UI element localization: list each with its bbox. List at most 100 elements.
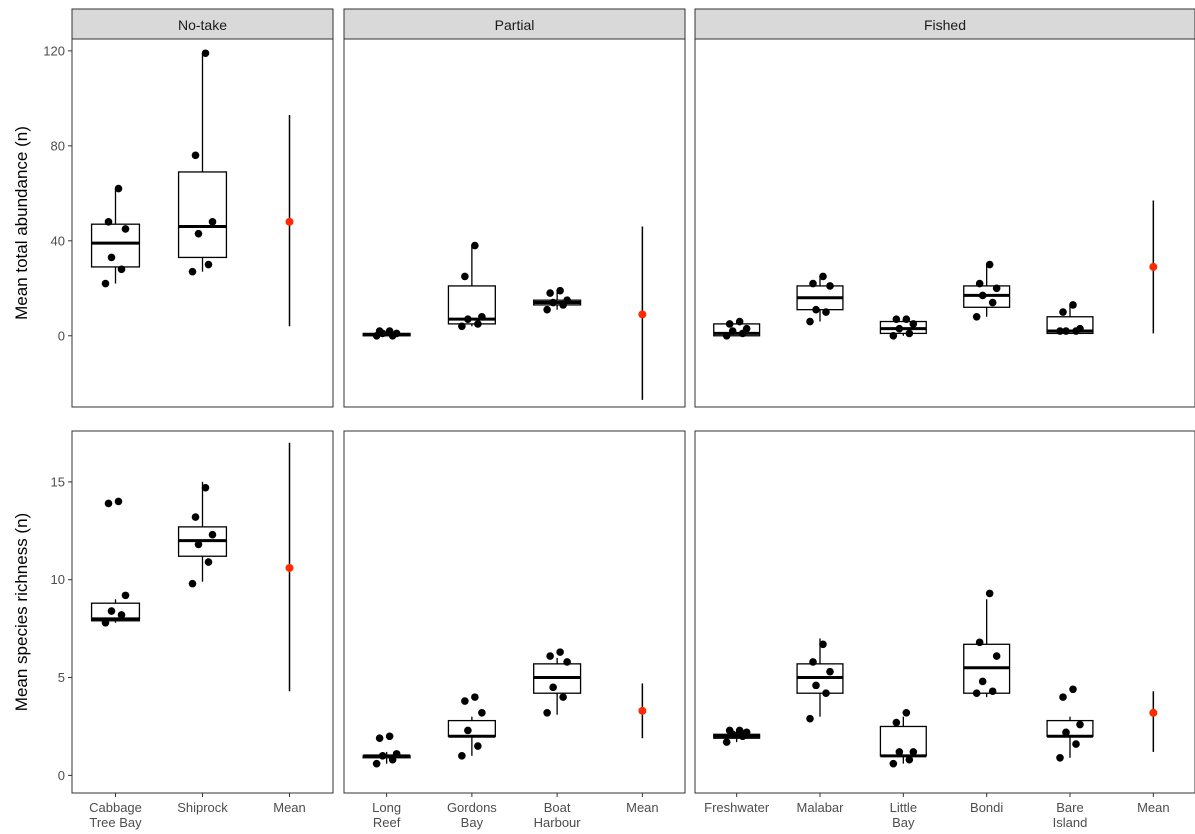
panel-border	[694, 430, 1195, 794]
y-tick-label: 120	[43, 43, 65, 58]
data-point	[392, 750, 401, 758]
data-point	[208, 218, 217, 226]
data-point	[822, 308, 830, 316]
data-point	[385, 327, 394, 335]
box-freshwater	[713, 317, 761, 340]
mean-point	[285, 217, 294, 226]
data-point	[992, 652, 1001, 660]
data-point	[385, 732, 394, 741]
box-body	[177, 171, 228, 259]
y-tick-label: 5	[58, 670, 65, 685]
data-point	[892, 718, 901, 727]
data-point	[972, 312, 981, 321]
data-point	[806, 714, 814, 723]
data-point	[972, 689, 981, 698]
mean-partial	[638, 226, 647, 400]
data-point	[478, 708, 486, 717]
data-point	[725, 726, 734, 735]
data-point	[549, 298, 557, 307]
x-tick-label-mean: Mean	[626, 800, 659, 815]
panel-partial-row-1: Partial	[343, 8, 686, 408]
data-point	[909, 748, 918, 756]
data-point	[1056, 753, 1064, 762]
data-point	[559, 693, 567, 701]
panel-border	[694, 38, 1195, 408]
data-point	[556, 648, 564, 656]
x-tick-label-mean: Mean	[273, 800, 306, 815]
x-tick-label-mean: Mean	[1137, 800, 1170, 815]
data-point	[1059, 308, 1067, 316]
box-body	[90, 602, 141, 622]
mean-point	[638, 706, 647, 715]
y-axis-title-2: Mean species richness (n)	[12, 513, 31, 711]
y-tick-label: 0	[58, 328, 65, 343]
y-tick-label: 40	[51, 233, 65, 248]
panels: Mean total abundance (n) 0 40 80 120 No-take P…	[12, 8, 1195, 830]
panel-fished-row-1: Fished	[694, 8, 1195, 408]
data-point	[735, 317, 744, 326]
data-point	[117, 265, 126, 274]
data-point	[474, 320, 482, 328]
box-cabbage-tree-bay	[90, 184, 141, 288]
data-point	[978, 291, 987, 300]
mean-point	[285, 563, 294, 572]
data-point	[546, 652, 554, 660]
data-point	[392, 329, 401, 338]
data-point	[204, 260, 213, 269]
data-point	[194, 540, 203, 549]
x-tick-label-little-bay: Little Bay	[890, 800, 917, 830]
x-tick-label-long-reef: Long Reef	[372, 800, 401, 830]
panel-no-take-row-2: Cabbage Tree Bay Shiprock Mean	[71, 430, 334, 830]
box-cabbage-tree-bay	[90, 497, 141, 627]
y-axis-title-1: Mean total abundance (n)	[12, 126, 31, 320]
data-point	[819, 272, 827, 281]
data-point	[1072, 740, 1080, 748]
data-point	[121, 591, 130, 600]
data-point	[728, 327, 737, 335]
data-point	[742, 324, 751, 333]
box-gordons-bay	[447, 241, 496, 331]
box-bare-island	[1046, 301, 1094, 335]
data-point	[1062, 728, 1070, 737]
facet-strip	[694, 8, 1195, 40]
data-point	[988, 687, 997, 696]
data-point	[722, 738, 731, 746]
panel-no-take-row-1: No-take	[71, 8, 334, 408]
panel-partial-row-2: Long Reef Gordons Bay Boat Harbour Mean	[343, 430, 686, 830]
data-point	[375, 327, 384, 335]
mean-point	[1149, 708, 1158, 717]
data-point	[191, 151, 200, 160]
data-point	[549, 683, 557, 692]
y-tick-label: 15	[51, 474, 65, 489]
facet-strip-label: No-take	[178, 17, 227, 33]
data-point	[461, 697, 469, 705]
data-point	[809, 658, 817, 666]
data-point	[985, 260, 994, 269]
data-point	[194, 229, 203, 238]
data-point	[458, 752, 466, 760]
data-point	[201, 49, 210, 58]
data-point	[742, 728, 751, 737]
panel-border	[343, 430, 686, 794]
box-malabar	[796, 638, 844, 723]
data-point	[117, 611, 126, 619]
mean-no-take	[285, 114, 294, 327]
x-tick-label-bondi: Bondi	[970, 800, 1003, 815]
mean-no-take	[285, 442, 294, 692]
x-tick-label-shiprock: Shiprock	[177, 800, 228, 815]
x-tick-label-boat-harbour: Boat Harbour	[534, 800, 582, 830]
data-point	[1076, 324, 1084, 333]
x-tick-label-freshwater: Freshwater	[704, 800, 770, 815]
data-point	[474, 742, 482, 750]
data-point	[889, 759, 898, 768]
x-tick-label-gordons-bay: Gordons Bay	[447, 800, 497, 830]
box-gordons-bay	[447, 693, 496, 760]
data-point	[546, 289, 554, 297]
mean-fished	[1149, 200, 1158, 334]
data-point	[806, 317, 814, 326]
data-point	[114, 184, 123, 193]
data-point	[114, 497, 123, 506]
data-point	[826, 282, 834, 290]
box-shiprock	[177, 49, 228, 276]
data-point	[978, 677, 987, 686]
